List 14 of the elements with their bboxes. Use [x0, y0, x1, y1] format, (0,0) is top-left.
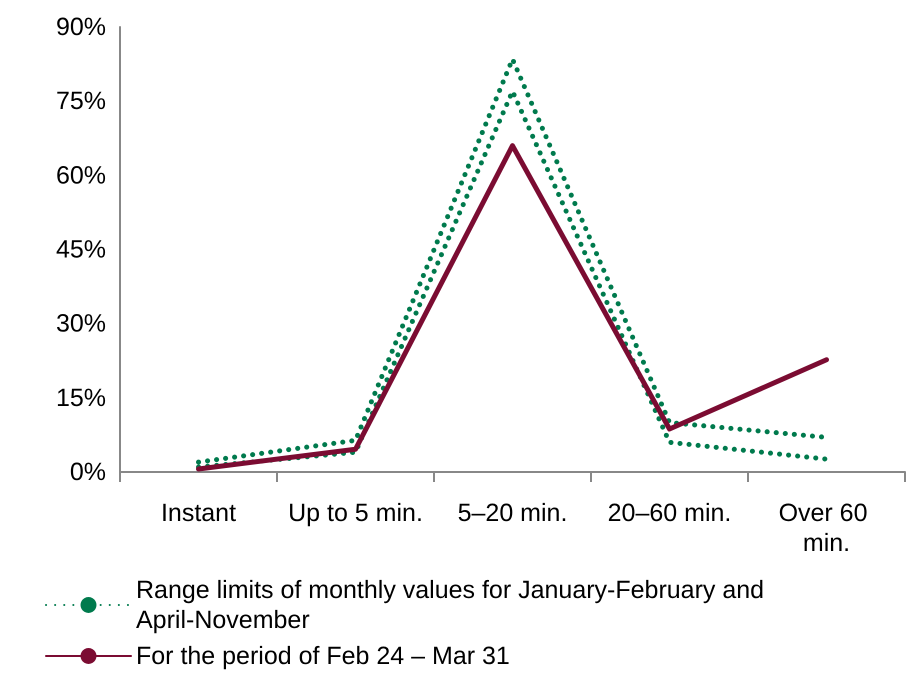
y-tick-label: 0% [70, 458, 106, 486]
x-tick-label: 20–60 min. [608, 499, 732, 527]
legend-label: For the period of Feb 24 – Mar 31 [136, 642, 510, 670]
y-tick-label: 45% [56, 236, 106, 264]
y-tick-label: 15% [56, 384, 106, 412]
y-tick-label: 90% [56, 13, 106, 41]
x-tick-label: Up to 5 min. [288, 499, 423, 527]
y-tick-label: 60% [56, 161, 106, 190]
y-tick-label: 75% [56, 87, 106, 116]
x-tick-label: Over 60 min. [778, 499, 874, 557]
legend-label: Range limits of monthly values for January-February and April-November [136, 576, 772, 634]
x-tick-label: 5–20 min. [458, 499, 568, 527]
y-tick-label: 30% [56, 310, 106, 338]
x-tick-label: Instant [160, 499, 236, 527]
